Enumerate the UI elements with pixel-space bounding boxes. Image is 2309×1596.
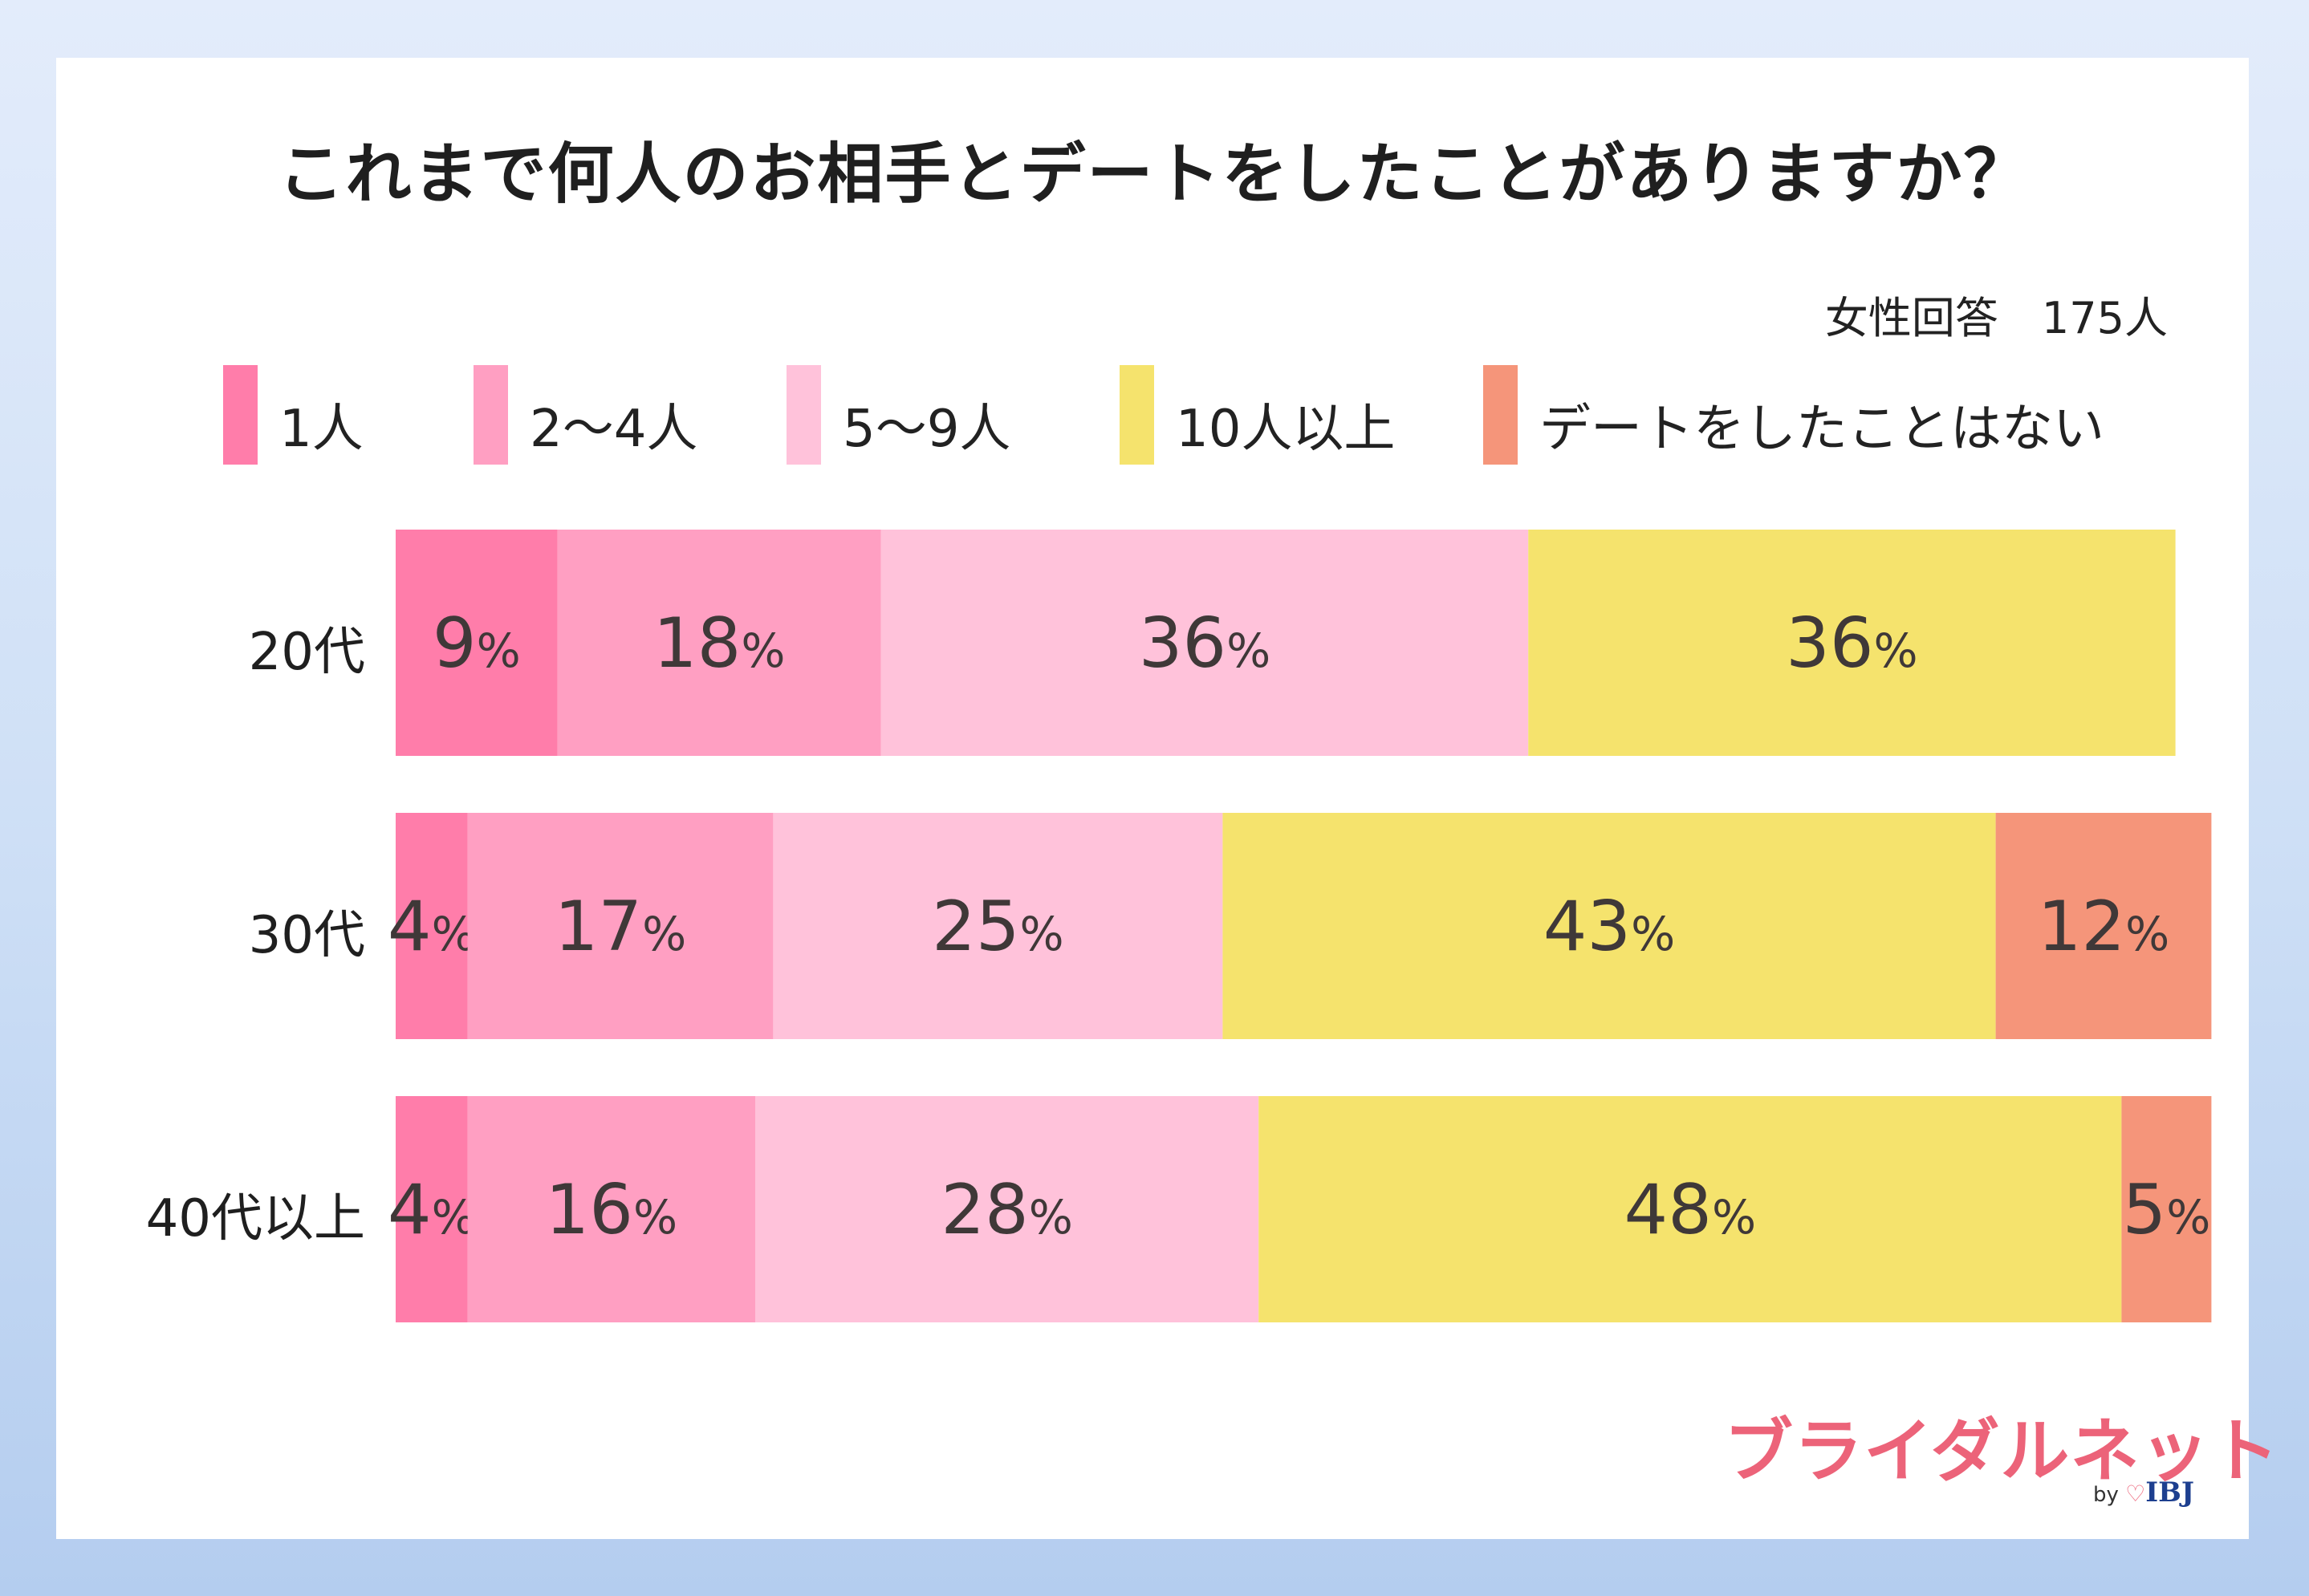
by-text: by [2093, 1483, 2119, 1507]
bar-segment-1-2 [557, 530, 881, 756]
bar-segment-2-2 [467, 813, 774, 1039]
row-label-1: 20代 [248, 623, 365, 682]
bar-segment-3-5 [2121, 1096, 2212, 1322]
data-label-3-2: 16% [546, 1170, 678, 1250]
legend-label: 5～9人 [843, 400, 1011, 459]
data-label-1-1: 9% [433, 603, 521, 684]
bar-segment-2-5 [1995, 813, 2212, 1039]
legend-label: 10人以上 [1176, 400, 1396, 459]
ibj-text: IBJ [2145, 1476, 2194, 1509]
data-label-3-4: 48% [1624, 1170, 1757, 1250]
bar-segment-1-1 [396, 530, 558, 756]
data-label-2-4: 43% [1543, 887, 1676, 967]
legend-swatch [787, 365, 821, 465]
chart-title: これまで何人のお相手とデートをしたことがありますか？ [278, 136, 2031, 213]
bar-segment-2-3 [773, 813, 1223, 1039]
data-label-3-3: 28% [941, 1170, 1073, 1250]
bar-segment-3-3 [755, 1096, 1259, 1322]
legend-label: 1人 [279, 400, 364, 459]
data-label-2-5: 12% [2038, 887, 2170, 967]
legend-label: デートをしたことはない [1539, 400, 2104, 459]
data-label-1-3: 36% [1139, 603, 1271, 684]
legend-label: 2～4人 [530, 400, 698, 459]
data-label-1-2: 18% [653, 603, 786, 684]
bar-segment-2-1 [396, 813, 468, 1039]
legend-swatch [223, 365, 258, 465]
data-label-1-4: 36% [1786, 603, 1918, 684]
heart-icon: ♡ [2125, 1480, 2146, 1507]
bar-segment-3-2 [467, 1096, 755, 1322]
respondent-note: 女性回答 175人 [1824, 293, 2168, 343]
bar-segment-1-4 [1528, 530, 2176, 756]
bar-segment-1-3 [880, 530, 1529, 756]
legend-swatch [474, 365, 508, 465]
bridal-net-logo: ブライダルネット [1724, 1411, 2280, 1492]
bar-segment-3-4 [1258, 1096, 2122, 1322]
row-label-3: 40代以上 [145, 1189, 365, 1249]
bar-segment-3-1 [396, 1096, 468, 1322]
legend-swatch [1120, 365, 1154, 465]
bar-segment-2-4 [1222, 813, 1996, 1039]
data-label-2-3: 25% [932, 887, 1064, 967]
row-label-2: 30代 [248, 906, 365, 965]
by-ibj-mark: by ♡IBJ [2093, 1476, 2194, 1509]
data-label-2-2: 17% [555, 887, 687, 967]
data-label-3-5: 5% [2122, 1170, 2210, 1250]
legend-swatch [1483, 365, 1518, 465]
